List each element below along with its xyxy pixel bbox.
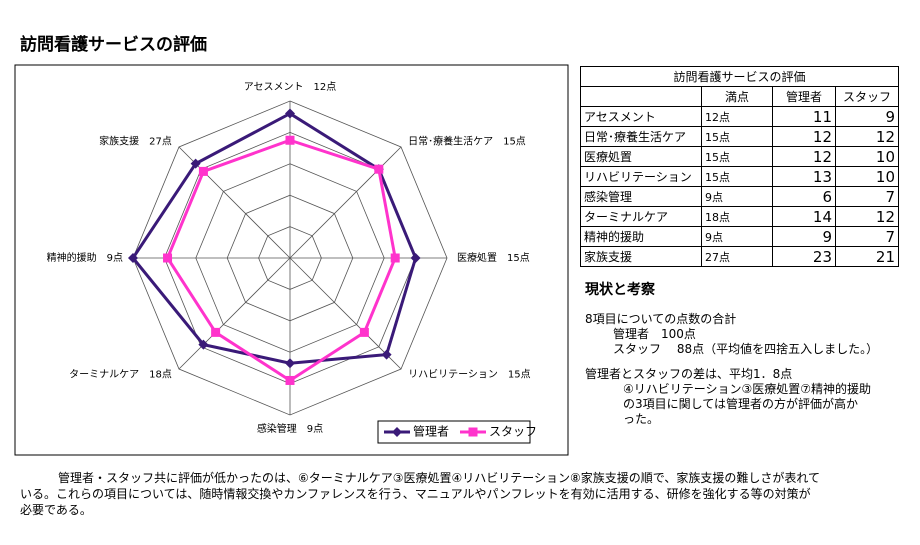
discussion-line: 管理者とスタッフの差は、平均1．8点 xyxy=(585,367,793,381)
table-cell: 15点 xyxy=(701,126,773,147)
data-point xyxy=(128,253,138,263)
table-cell: 21 xyxy=(835,246,899,267)
spoke xyxy=(289,257,402,370)
axis-label: リハビリテーション 15点 xyxy=(408,369,531,381)
table-cell: 10 xyxy=(835,146,899,167)
row-label: 日常･療養生活ケア xyxy=(580,126,702,147)
table-row: 精神的援助 9点 9 7 xyxy=(580,226,899,247)
axis-label: アセスメント 12点 xyxy=(244,81,337,93)
data-point xyxy=(359,327,369,337)
summary-line: 必要である。 xyxy=(20,503,92,517)
table-cell: 23 xyxy=(772,246,836,267)
legend-marker xyxy=(468,427,478,437)
table-row: 家族支援 27点 23 21 xyxy=(580,246,899,267)
axis-label: 精神的援助 9点 xyxy=(47,251,123,264)
table-header: 管理者 xyxy=(772,86,836,107)
data-point xyxy=(211,327,221,337)
table-row: 感染管理 9点 6 7 xyxy=(580,186,899,207)
discussion-line: 管理者 100点 xyxy=(613,327,696,341)
discussion-heading: 現状と考察 xyxy=(585,282,655,298)
page-title: 訪問看護サービスの評価 xyxy=(20,35,207,55)
table-row: ターミナルケア 18点 14 12 xyxy=(580,206,899,227)
score-table: 訪問看護サービスの評価 満点 管理者 スタッフ アセスメント 12点 11 9 日常･療… xyxy=(580,66,899,267)
table-cell: 13 xyxy=(772,166,836,187)
summary-line: いる。これらの項目については、随時情報交換やカンファレンスを行う、マニュアルやパ… xyxy=(20,487,811,501)
row-label: 家族支援 xyxy=(580,246,702,267)
summary-line: 管理者・スタッフ共に評価が低かったのは、⑥ターミナルケア③医療処置④リハビリテー… xyxy=(58,471,820,485)
legend-marker xyxy=(392,427,402,437)
axis-label: ターミナルケア 18点 xyxy=(69,369,172,381)
table-cell: 9点 xyxy=(701,186,773,207)
table-cell: 12点 xyxy=(701,106,773,127)
axis-label: 感染管理 9点 xyxy=(257,422,323,435)
row-label: 精神的援助 xyxy=(580,226,702,247)
row-label: 感染管理 xyxy=(580,186,702,207)
discussion-line: った。 xyxy=(623,412,660,426)
table-row: リハビリテーション 15点 13 10 xyxy=(580,166,899,187)
table-header: 満点 xyxy=(701,86,773,107)
row-label: 医療処置 xyxy=(580,146,702,167)
table-cell: 18点 xyxy=(701,206,773,227)
table-header-row: 満点 管理者 スタッフ xyxy=(580,86,899,107)
row-label: アセスメント xyxy=(580,106,702,127)
data-point xyxy=(285,135,295,145)
legend-label: 管理者 xyxy=(413,424,449,439)
table-cell: 11 xyxy=(772,106,836,127)
axis-label: 日常･療養生活ケア 15点 xyxy=(408,134,526,147)
data-point xyxy=(198,166,208,176)
table-cell: 12 xyxy=(772,146,836,167)
table-title-row: 訪問看護サービスの評価 xyxy=(580,66,899,87)
table-cell: 12 xyxy=(835,206,899,227)
table-cell: 7 xyxy=(835,186,899,207)
table-cell: 27点 xyxy=(701,246,773,267)
discussion: 現状と考察 8項目についての点数の合計 管理者 100点 スタッフ 88点（平均値を四… xyxy=(585,283,878,427)
table-row: 医療処置 15点 12 10 xyxy=(580,146,899,167)
axis-label: 医療処置 15点 xyxy=(457,251,530,264)
data-point xyxy=(410,253,421,263)
table-cell: 12 xyxy=(772,126,836,147)
table-row: 日常･療養生活ケア 15点 12 12 xyxy=(580,126,899,147)
data-point xyxy=(390,253,400,263)
axis-label: 家族支援 27点 xyxy=(99,134,172,147)
table-cell: 7 xyxy=(835,226,899,247)
chart-frame xyxy=(14,64,569,456)
data-point xyxy=(190,158,201,169)
table-cell: 12 xyxy=(835,126,899,147)
discussion-line: スタッフ 88点（平均値を四捨五入しました。） xyxy=(613,342,879,356)
table-cell: 9点 xyxy=(701,226,773,247)
data-point xyxy=(285,358,295,369)
table-header: スタッフ xyxy=(835,86,899,107)
row-label: リハビリテーション xyxy=(580,166,702,187)
legend-label: スタッフ xyxy=(489,425,537,439)
data-point xyxy=(381,349,392,360)
row-label: ターミナルケア xyxy=(580,206,702,227)
discussion-line: 8項目についての点数の合計 xyxy=(585,312,737,326)
data-point xyxy=(285,108,295,119)
table-cell: 9 xyxy=(772,226,836,247)
discussion-line: ④リハビリテーション③医療処置⑦精神的援助 xyxy=(623,382,872,396)
spoke xyxy=(178,257,291,370)
table-cell: 6 xyxy=(772,186,836,207)
data-point xyxy=(285,375,295,385)
table-title: 訪問看護サービスの評価 xyxy=(580,66,899,87)
table-cell: 9 xyxy=(835,106,899,127)
discussion-line: の3項目に関しては管理者の方が評価が高か xyxy=(623,397,859,411)
table-cell: 15点 xyxy=(701,146,773,167)
table-cell: 15点 xyxy=(701,166,773,187)
data-point xyxy=(198,339,209,350)
legend-box xyxy=(377,420,531,444)
table-cell: 10 xyxy=(835,166,899,187)
table-row: アセスメント 12点 11 9 xyxy=(580,106,899,127)
data-point xyxy=(374,164,384,174)
data-point xyxy=(163,253,173,263)
summary: 管理者・スタッフ共に評価が低かったのは、⑥ターミナルケア③医療処置④リハビリテー… xyxy=(20,470,820,518)
table-cell: 14 xyxy=(772,206,836,227)
table-header xyxy=(580,86,702,107)
